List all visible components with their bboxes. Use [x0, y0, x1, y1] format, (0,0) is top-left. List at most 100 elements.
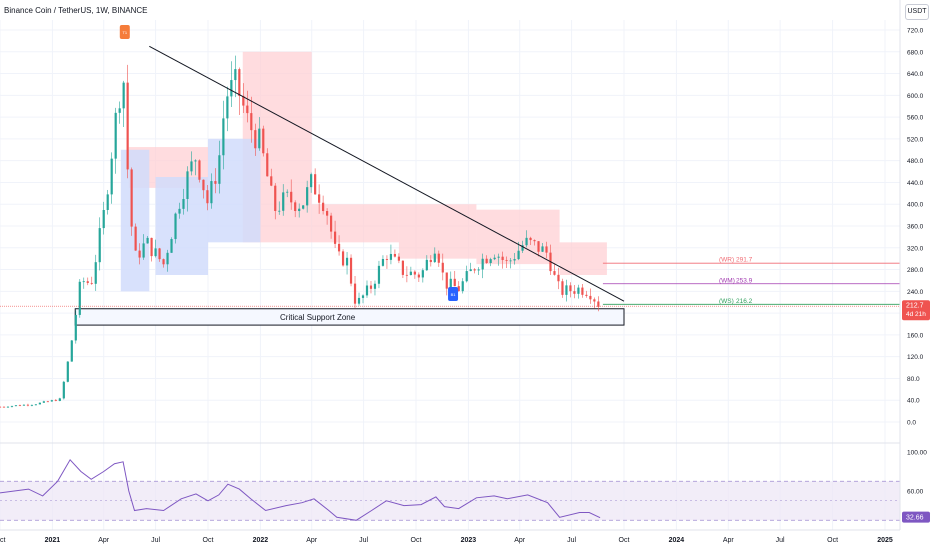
candle-body	[86, 281, 89, 283]
rsi-axis[interactable]: 100.00 60.00	[907, 450, 927, 496]
candle-body	[521, 245, 524, 251]
candle-body	[18, 405, 22, 407]
top-marker[interactable]: T1	[119, 25, 130, 39]
chart-title: Binance Coin / TetherUS, 1W, BINANCE	[4, 6, 148, 15]
candle-body	[274, 185, 277, 211]
low-marker-text: B1	[451, 292, 457, 297]
candle-body	[254, 130, 257, 149]
candle-body	[90, 282, 93, 284]
candle-body	[42, 401, 45, 403]
time-tick-label: Jul	[359, 537, 368, 544]
candle-body	[290, 191, 293, 203]
candle-body	[369, 285, 373, 289]
candle-body	[46, 401, 49, 403]
candle-body	[533, 240, 536, 242]
candle-body	[345, 257, 349, 266]
time-tick-label: Jul	[151, 537, 160, 544]
price-tick-label: 40.0	[907, 398, 920, 405]
ichimoku-cloud	[120, 51, 607, 292]
descending-trendline[interactable]	[149, 45, 625, 302]
candle-body	[78, 281, 81, 315]
candle-body	[553, 271, 556, 275]
candle-body	[537, 241, 540, 252]
candle-body	[385, 258, 389, 260]
time-axis[interactable]: ct 2021 Apr Jul Oct 2022 Apr Jul Oct 2023 Apr Jul Oc…	[0, 529, 900, 544]
candle-body	[230, 80, 233, 97]
price-tick-label: 160.0	[907, 332, 924, 339]
time-tick-label: 2023	[461, 537, 477, 544]
candle-body	[74, 314, 77, 341]
price-tag-box	[902, 300, 930, 321]
candle-body	[585, 294, 588, 296]
candle-body	[218, 155, 221, 184]
candle-body	[158, 248, 161, 260]
time-tick-label: ct	[0, 537, 6, 544]
candle-body	[361, 295, 365, 298]
level-lines: (WR) 291.7 (WM) 253.9 (WS) 216.2	[602, 257, 900, 305]
price-tag-value: 212.7	[906, 303, 924, 310]
time-tick-label: Oct	[619, 537, 630, 544]
price-tick-label: 280.0	[907, 267, 924, 274]
support-zone[interactable]: Critical Support Zone	[74, 308, 625, 326]
candle-body	[266, 153, 269, 177]
candle-body	[206, 190, 209, 204]
bull-cloud	[155, 177, 209, 275]
candle-body	[302, 205, 305, 209]
candle-body	[425, 259, 428, 271]
bear-cloud	[559, 242, 607, 275]
candle-body	[433, 253, 436, 263]
signal-markers: T1 B1	[119, 25, 459, 301]
candle-body	[405, 274, 408, 276]
candle-body	[597, 301, 600, 307]
candle-body	[250, 113, 253, 131]
bear-cloud	[311, 204, 399, 243]
candle-body	[234, 69, 237, 81]
candle-body	[246, 105, 249, 114]
candle-body	[485, 258, 488, 264]
candle-body	[0, 406, 2, 408]
candle-body	[449, 278, 452, 289]
candle-body	[329, 215, 333, 232]
candle-body	[417, 274, 420, 278]
candle-body	[413, 271, 416, 275]
candle-body	[545, 246, 548, 253]
level-label: (WM)	[719, 277, 735, 284]
candle-body	[501, 256, 504, 261]
candle-body	[178, 208, 181, 214]
low-marker[interactable]: B1	[448, 287, 459, 301]
time-tick-label: Apr	[723, 537, 735, 544]
bull-cloud	[120, 149, 150, 292]
candle-body	[373, 283, 377, 289]
time-tick-label: Oct	[411, 537, 422, 544]
level-value: 216.2	[736, 298, 753, 305]
candle-body	[453, 278, 456, 287]
price-tick-label: 0.0	[907, 420, 916, 427]
candle-body	[333, 231, 337, 244]
rsi-tick-label: 60.00	[907, 489, 924, 496]
candle-body	[126, 82, 129, 170]
price-tick-label: 120.0	[907, 354, 924, 361]
candle-body	[106, 194, 109, 210]
candle-body	[130, 169, 133, 227]
candle-body	[194, 160, 197, 162]
candle-body	[429, 259, 432, 263]
candle-body	[326, 211, 329, 216]
candle-body	[445, 272, 448, 289]
candle-body	[581, 287, 584, 295]
candle-body	[286, 191, 289, 193]
price-tick-label: 640.0	[907, 71, 924, 78]
candle-body	[481, 258, 484, 270]
candle-body	[94, 262, 97, 284]
candle-body	[365, 285, 369, 296]
time-tick-label: 2021	[45, 537, 61, 544]
time-tick-label: Oct	[203, 537, 214, 544]
candle-body	[314, 174, 317, 195]
candle-body	[353, 283, 357, 304]
candle-body	[98, 228, 101, 263]
currency-button[interactable]: USDT	[905, 4, 929, 20]
candle-body	[421, 270, 424, 278]
candle-body	[298, 208, 301, 212]
candle-body	[461, 281, 464, 292]
candle-body	[409, 271, 412, 276]
